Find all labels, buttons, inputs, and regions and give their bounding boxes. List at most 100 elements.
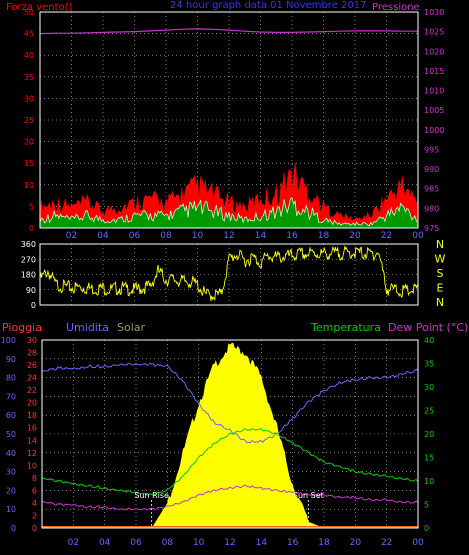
series-dewpoint-line — [41, 484, 419, 511]
legend-dewpoint: Dew Point (°C) — [388, 321, 468, 334]
x-tick-label: 14 — [256, 538, 268, 548]
rain-tick-label: 26 — [27, 361, 37, 370]
x-tick-label: 00 — [412, 231, 424, 241]
temperature-tick-label: 40 — [424, 336, 434, 345]
direction-tick-label: 90 — [26, 286, 36, 295]
legend-rain: Pioggia — [2, 321, 42, 334]
rain-tick-label: 0 — [32, 524, 37, 533]
x-tick-label: 20 — [350, 538, 362, 548]
series-humidity-line — [41, 362, 419, 444]
wind-tick-label: 40 — [24, 51, 34, 60]
pressure-axis-title: Pressione — [372, 2, 420, 13]
wind-pressure-chart: 0510152025303540455097598098599099510001… — [24, 8, 445, 241]
pressure-tick-label: 1010 — [424, 87, 444, 96]
x-tick-label: 02 — [66, 231, 77, 241]
plot-frame — [39, 243, 419, 306]
direction-tick-label: 270 — [21, 255, 36, 264]
x-tick-label: 22 — [381, 231, 392, 241]
humidity-tick-label: 100 — [1, 336, 16, 345]
x-tick-label: 08 — [160, 231, 172, 241]
sunset-label: Sun Set — [293, 491, 324, 500]
x-tick-label: 06 — [130, 538, 142, 548]
x-tick-label: 16 — [287, 538, 299, 548]
wind-tick-label: 50 — [24, 8, 34, 17]
wind-axis-title: Forza vento() — [6, 2, 73, 13]
wind-tick-label: 5 — [29, 202, 34, 211]
temperature-tick-label: 0 — [424, 524, 429, 533]
wind-tick-label: 35 — [24, 73, 34, 82]
rain-tick-label: 6 — [32, 486, 37, 495]
x-tick-label: 18 — [318, 231, 330, 241]
weather-conditions-chart: Sun Rise Sun Set0102030405060708090100024… — [1, 336, 434, 548]
direction-tick-label: 180 — [21, 271, 36, 280]
x-tick-label: 18 — [318, 538, 330, 548]
series-temperature-line — [41, 427, 419, 496]
humidity-tick-label: 70 — [6, 392, 16, 401]
direction-tick-label: 0 — [31, 301, 36, 310]
legend-humidity: Umidita — [66, 321, 109, 334]
direction-tick-label: 360 — [21, 240, 36, 249]
pressure-tick-label: 1030 — [424, 8, 444, 17]
x-tick-label: 10 — [192, 231, 204, 241]
sunrise-label: Sun Rise — [134, 491, 169, 500]
rain-tick-label: 10 — [27, 461, 37, 470]
x-tick-label: 14 — [255, 231, 267, 241]
rain-tick-label: 30 — [27, 336, 37, 345]
humidity-tick-label: 10 — [6, 505, 16, 514]
x-tick-label: 22 — [381, 538, 392, 548]
pressure-tick-label: 985 — [424, 185, 439, 194]
temperature-tick-label: 20 — [424, 430, 434, 439]
rain-tick-label: 12 — [27, 449, 37, 458]
pressure-tick-label: 995 — [424, 145, 439, 154]
rain-tick-label: 22 — [27, 386, 37, 395]
wind-tick-label: 15 — [24, 159, 34, 168]
pressure-tick-label: 1020 — [424, 47, 444, 56]
rain-tick-label: 16 — [27, 424, 37, 433]
rain-tick-label: 28 — [27, 349, 37, 358]
x-tick-label: 12 — [224, 538, 235, 548]
wind-tick-label: 10 — [24, 181, 34, 190]
pressure-tick-label: 975 — [424, 224, 439, 233]
x-tick-label: 04 — [97, 231, 109, 241]
pressure-tick-label: 1005 — [424, 106, 444, 115]
x-tick-label: 02 — [68, 538, 79, 548]
pressure-tick-label: 990 — [424, 165, 439, 174]
compass-label: S — [437, 267, 444, 280]
rain-tick-label: 24 — [27, 374, 37, 383]
x-tick-label: 20 — [349, 231, 361, 241]
wind-tick-label: 25 — [24, 116, 34, 125]
series-direction-line — [39, 244, 419, 302]
series-average-line — [39, 196, 419, 227]
series-gust-area — [39, 162, 419, 229]
wind-tick-label: 45 — [24, 30, 34, 39]
pressure-tick-label: 1000 — [424, 126, 444, 135]
compass-label: W — [435, 253, 446, 266]
x-tick-label: 00 — [412, 538, 424, 548]
x-tick-label: 16 — [286, 231, 298, 241]
x-tick-label: 04 — [99, 538, 111, 548]
temperature-tick-label: 30 — [424, 383, 434, 392]
pressure-tick-label: 1015 — [424, 67, 444, 76]
humidity-tick-label: 50 — [6, 430, 16, 439]
wind-tick-label: 0 — [29, 224, 34, 233]
humidity-tick-label: 90 — [6, 355, 16, 364]
rain-tick-label: 4 — [32, 499, 37, 508]
rain-tick-label: 20 — [27, 399, 37, 408]
wind-tick-label: 20 — [24, 138, 34, 147]
rain-tick-label: 14 — [27, 436, 37, 445]
series-pressure-line — [39, 28, 418, 35]
humidity-tick-label: 40 — [6, 449, 16, 458]
temperature-tick-label: 15 — [424, 454, 434, 463]
series-solar-area — [42, 342, 418, 528]
humidity-tick-label: 20 — [6, 486, 16, 495]
x-tick-label: 06 — [129, 231, 141, 241]
rain-tick-label: 2 — [32, 511, 37, 520]
humidity-tick-label: 30 — [6, 468, 16, 477]
plot-frame — [39, 11, 419, 229]
wind-tick-label: 30 — [24, 94, 34, 103]
plot-frame — [41, 339, 419, 529]
x-tick-label: 08 — [162, 538, 174, 548]
humidity-tick-label: 60 — [6, 411, 16, 420]
humidity-tick-label: 80 — [6, 374, 16, 383]
